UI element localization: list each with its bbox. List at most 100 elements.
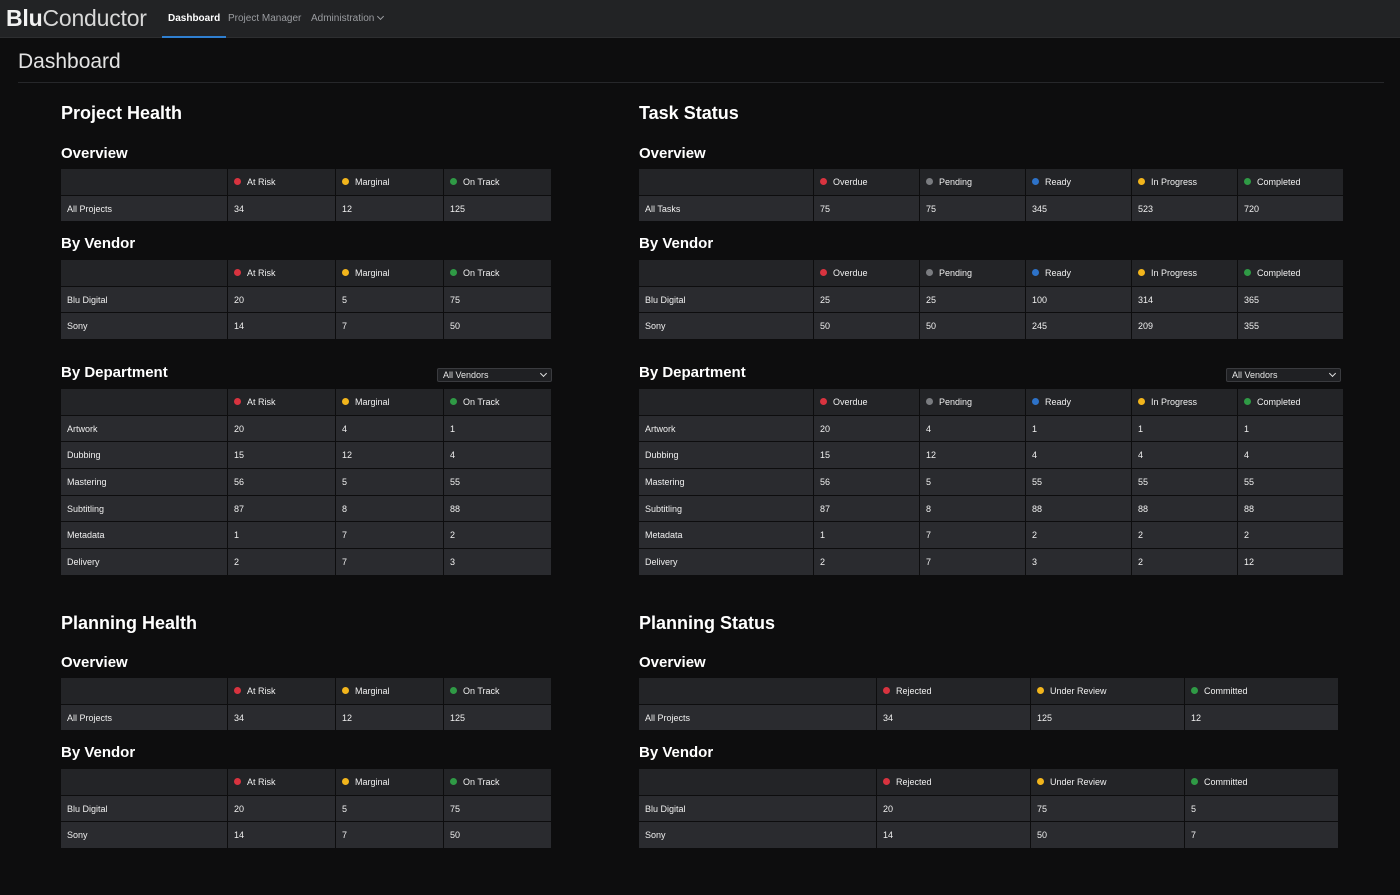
table-cell: 1 xyxy=(444,415,551,442)
task-status-overview-table: Overdue Pending Ready In Progress Completed A… xyxy=(638,168,1344,223)
planning-status-overview-title: Overview xyxy=(639,654,706,671)
nav-dashboard[interactable]: Dashboard xyxy=(161,0,227,38)
table-cell: 7 xyxy=(336,522,443,549)
row-label: Dubbing xyxy=(639,442,813,469)
project-health-vendor-title: By Vendor xyxy=(61,235,136,252)
column-header-label: On Track xyxy=(463,776,500,787)
status-dot-icon xyxy=(234,686,241,694)
table-row: Blu Digital 20 5 75 xyxy=(61,795,551,822)
planning-health-overview-title: Overview xyxy=(61,654,128,671)
row-label: Artwork xyxy=(61,415,227,442)
project-health-vendor-filter[interactable]: All Vendors xyxy=(437,368,552,382)
table-header-row: At Risk Marginal On Track xyxy=(61,260,551,286)
project-health-overview-title: Overview xyxy=(61,145,128,162)
table-cell: 5 xyxy=(336,795,443,822)
status-dot-icon xyxy=(926,397,933,405)
table-cell: 88 xyxy=(444,495,551,522)
status-dot-icon xyxy=(1191,686,1198,694)
table-cell: 12 xyxy=(336,704,443,731)
table-row: All Projects 34 12 125 xyxy=(61,704,551,731)
table-cell: 25 xyxy=(814,286,919,313)
planning-status-vendor-title: By Vendor xyxy=(639,744,714,761)
column-header: On Track xyxy=(444,769,551,795)
table-cell: 2 xyxy=(444,522,551,549)
table-cell: 3 xyxy=(444,549,551,575)
column-header: In Progress xyxy=(1132,260,1237,286)
page-title: Dashboard xyxy=(18,50,121,73)
column-header: Under Review xyxy=(1031,769,1184,795)
column-header-label: Pending xyxy=(939,267,973,278)
table-cell: 1 xyxy=(228,522,335,549)
table-row: Subtitling 87 8 88 xyxy=(61,495,551,522)
column-header: At Risk xyxy=(228,389,335,415)
column-header-label: At Risk xyxy=(247,176,276,187)
column-header: Pending xyxy=(920,389,1025,415)
column-header-label: Pending xyxy=(939,176,973,187)
status-dot-icon xyxy=(342,268,349,276)
column-header-label: Pending xyxy=(939,396,973,407)
header-blank-cell xyxy=(639,260,813,286)
row-label: Dubbing xyxy=(61,442,227,469)
status-dot-icon xyxy=(820,268,827,276)
table-cell: 5 xyxy=(1185,795,1338,822)
chevron-down-icon xyxy=(1328,369,1337,378)
planning-health-vendor-table: At Risk Marginal On Track Blu Digital 20 5 75 S… xyxy=(60,768,552,850)
planning-status-title: Planning Status xyxy=(639,613,776,633)
nav-administration[interactable]: Administration xyxy=(311,0,385,38)
column-header: Marginal xyxy=(336,389,443,415)
header-blank-cell xyxy=(61,769,227,795)
table-row: Mastering 56 5 55 55 55 xyxy=(639,469,1343,495)
table-cell: 20 xyxy=(877,795,1030,822)
table-row: Blu Digital 25 25 100 314 365 xyxy=(639,286,1343,313)
table-cell: 88 xyxy=(1132,495,1237,522)
row-label: Sony xyxy=(639,313,813,340)
nav-project-manager[interactable]: Project Manager xyxy=(228,13,302,24)
table-cell: 125 xyxy=(444,195,551,222)
table-cell: 523 xyxy=(1132,195,1237,222)
table-row: Metadata 1 7 2 2 2 xyxy=(639,522,1343,549)
table-cell: 75 xyxy=(444,795,551,822)
table-cell: 5 xyxy=(336,469,443,495)
column-header: Completed xyxy=(1238,389,1343,415)
column-header-label: Marginal xyxy=(355,267,390,278)
table-cell: 2 xyxy=(1132,522,1237,549)
column-header: Marginal xyxy=(336,678,443,704)
table-row: Sony 14 50 7 xyxy=(639,822,1338,849)
table-cell: 50 xyxy=(1031,822,1184,849)
column-header-label: Rejected xyxy=(896,685,932,696)
column-header: At Risk xyxy=(228,769,335,795)
table-header-row: Overdue Pending Ready In Progress Completed xyxy=(639,260,1343,286)
column-header-label: Marginal xyxy=(355,776,390,787)
table-cell: 4 xyxy=(920,415,1025,442)
header-blank-cell xyxy=(61,678,227,704)
planning-health-title: Planning Health xyxy=(61,613,198,633)
table-cell: 720 xyxy=(1238,195,1343,222)
status-dot-icon xyxy=(1244,268,1251,276)
table-cell: 88 xyxy=(1026,495,1131,522)
status-dot-icon xyxy=(342,397,349,405)
status-dot-icon xyxy=(820,397,827,405)
task-status-vendor-filter[interactable]: All Vendors xyxy=(1226,368,1341,382)
column-header-label: On Track xyxy=(463,176,500,187)
column-header-label: In Progress xyxy=(1151,396,1198,407)
column-header-label: At Risk xyxy=(247,267,276,278)
status-dot-icon xyxy=(926,177,933,185)
table-cell: 314 xyxy=(1132,286,1237,313)
table-cell: 7 xyxy=(336,313,443,340)
column-header-label: Ready xyxy=(1045,176,1072,187)
table-cell: 1 xyxy=(1026,415,1131,442)
column-header-label: Marginal xyxy=(355,396,390,407)
app-logo[interactable]: BluConductor xyxy=(6,5,147,31)
status-dot-icon xyxy=(1244,397,1251,405)
table-cell: 8 xyxy=(920,495,1025,522)
column-header-label: Under Review xyxy=(1050,776,1107,787)
table-cell: 15 xyxy=(228,442,335,469)
column-header-label: On Track xyxy=(463,267,500,278)
row-label: All Projects xyxy=(61,195,227,222)
table-row: Subtitling 87 8 88 88 88 xyxy=(639,495,1343,522)
status-dot-icon xyxy=(820,177,827,185)
column-header: At Risk xyxy=(228,260,335,286)
column-header-label: Ready xyxy=(1045,267,1072,278)
table-header-row: Rejected Under Review Committed xyxy=(639,678,1338,704)
row-label: Artwork xyxy=(639,415,813,442)
